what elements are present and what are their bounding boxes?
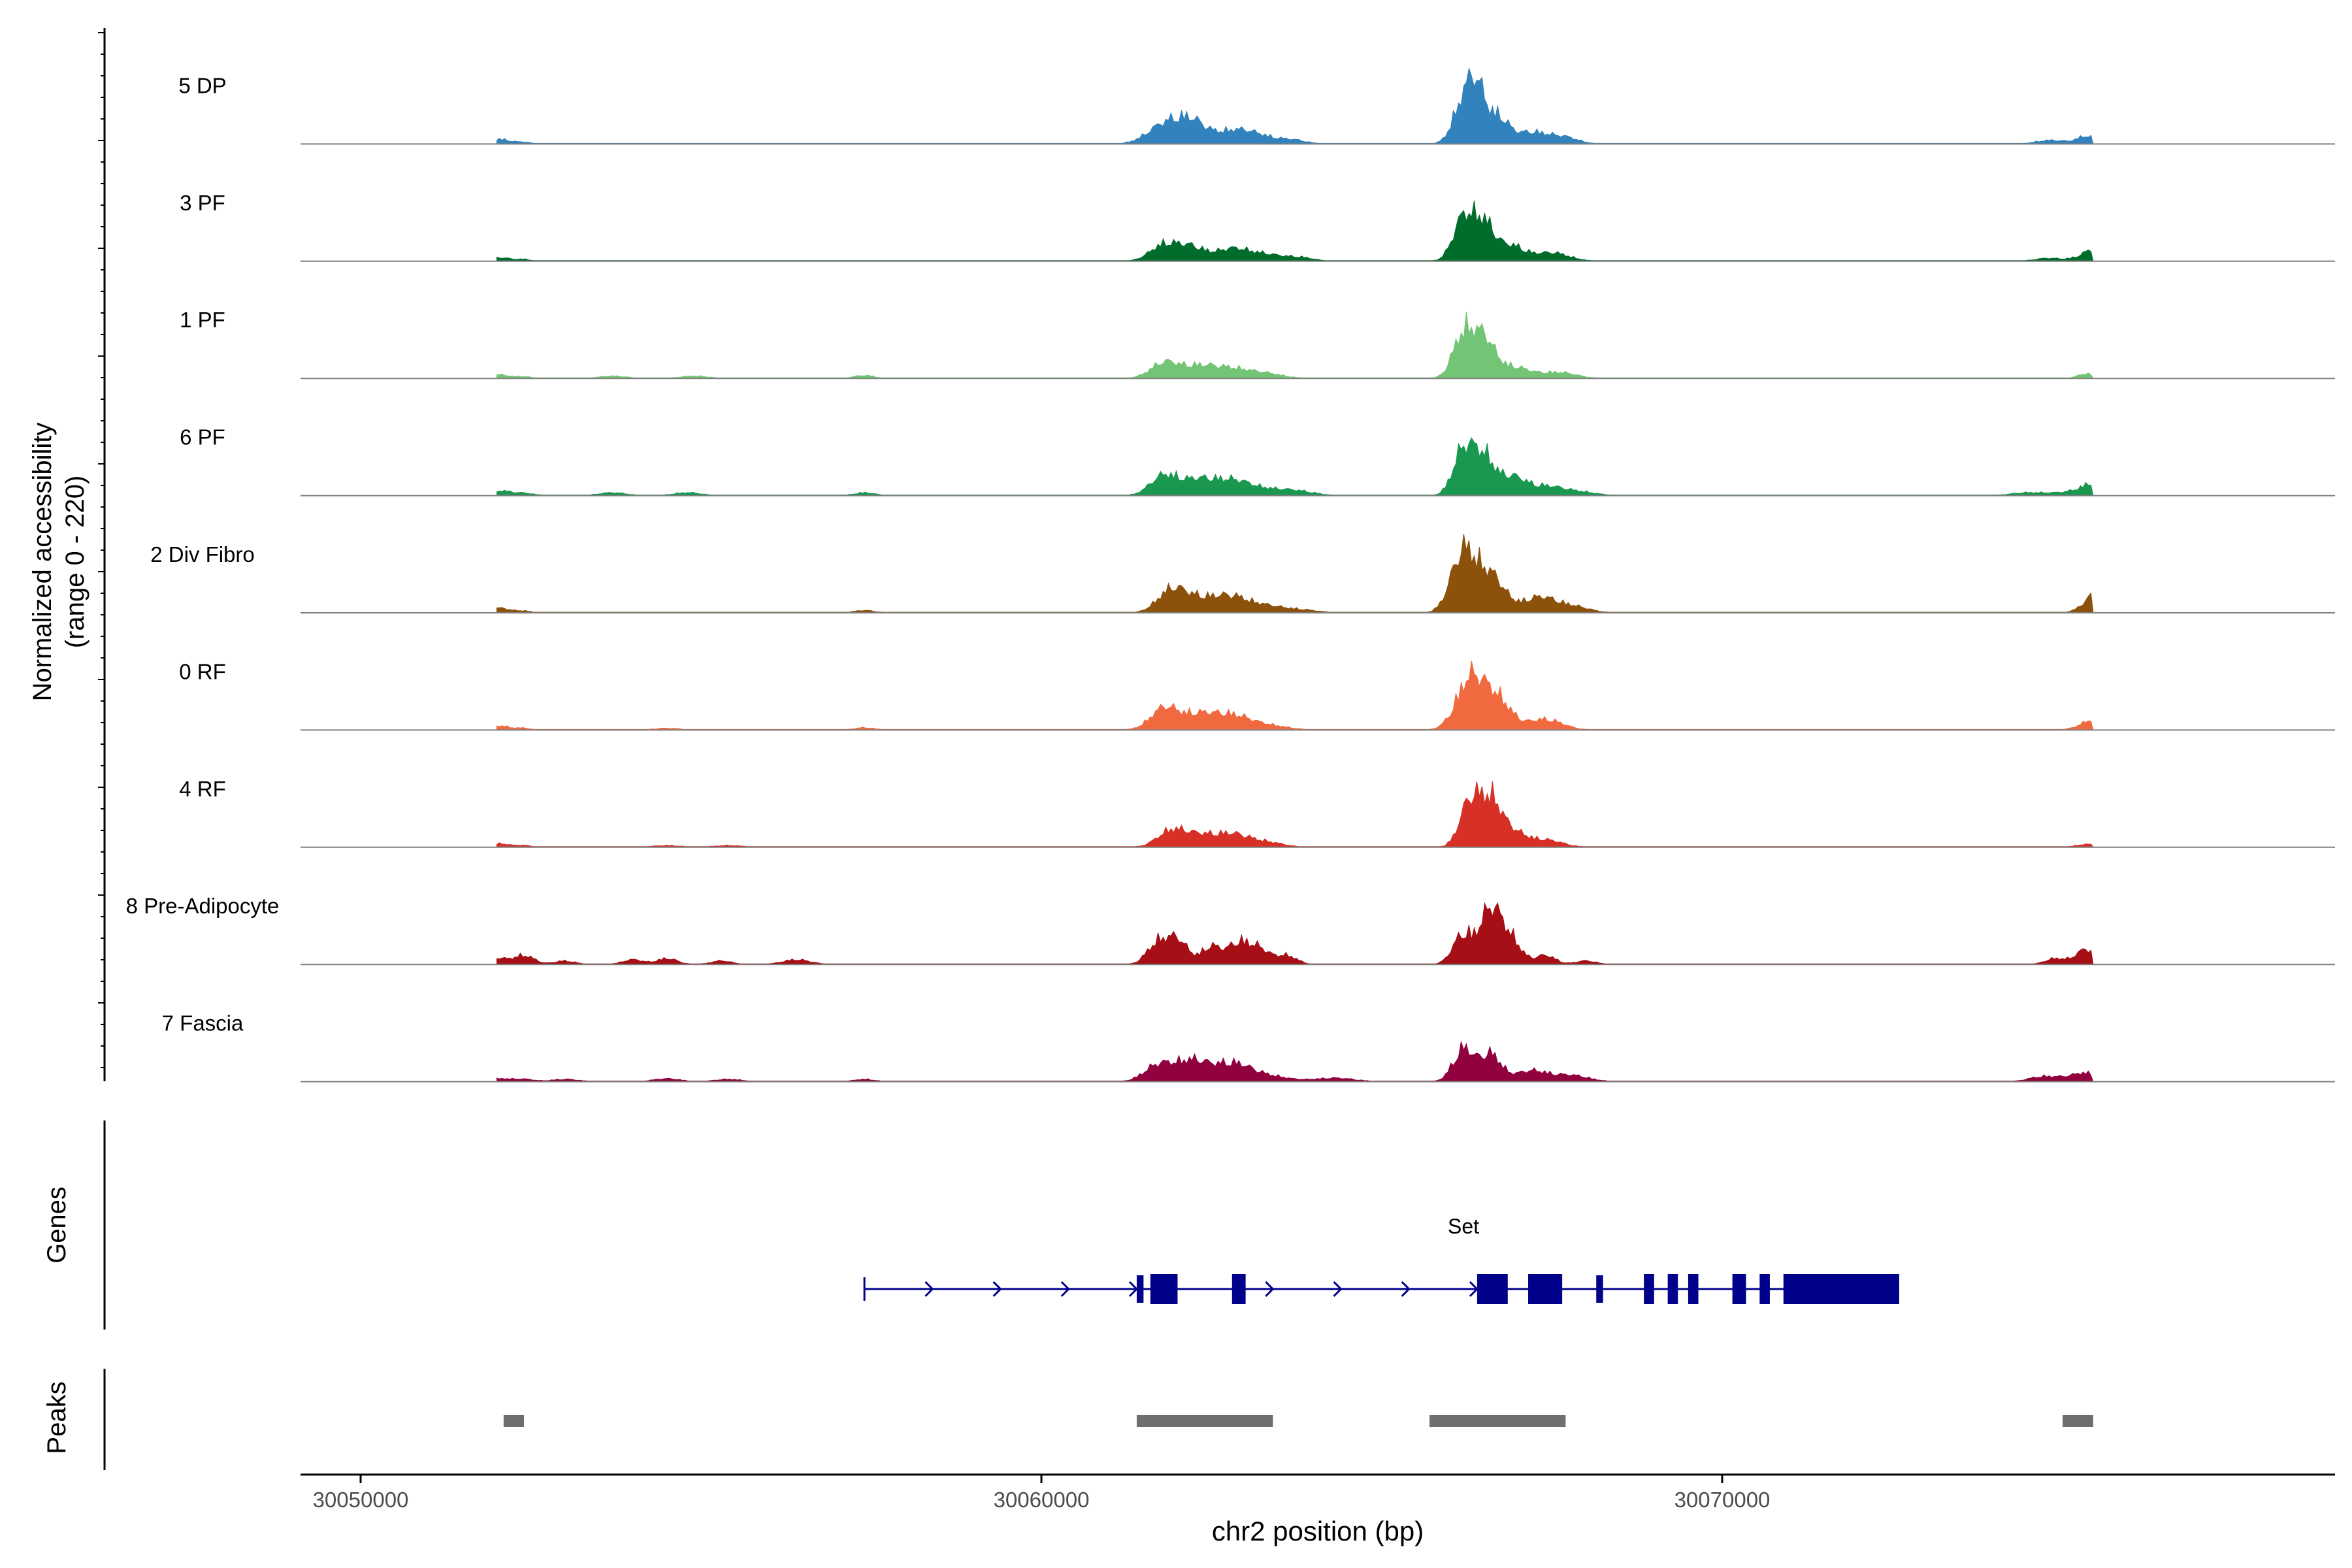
coverage-area — [496, 68, 2094, 144]
track-8-pre-adipocyte: 8 Pre-Adipocyte — [126, 894, 2335, 966]
track-label: 0 RF — [179, 659, 226, 683]
track-5-dp: 5 DP — [178, 68, 2335, 145]
coverage-area — [496, 312, 2094, 379]
strand-arrow — [992, 1281, 1002, 1298]
strand-arrow — [1060, 1281, 1070, 1298]
coverage-area — [496, 437, 2094, 497]
peak-bar — [1136, 1415, 1273, 1427]
track-7-fascia: 7 Fascia — [162, 1011, 2335, 1083]
track-label: 6 PF — [180, 425, 225, 449]
strand-arrow — [924, 1281, 934, 1298]
track-4-rf: 4 RF — [179, 777, 2335, 848]
track-1-pf: 1 PF — [180, 308, 2335, 380]
coverage-area — [496, 201, 2094, 262]
track-label: 1 PF — [180, 308, 225, 332]
peak-bar — [503, 1415, 525, 1427]
peak-track — [503, 1415, 2093, 1427]
peak-bar — [2063, 1415, 2093, 1427]
coverage-area — [496, 534, 2094, 613]
gene-name-label: Set — [1448, 1215, 1479, 1238]
exon — [1783, 1274, 1899, 1304]
strand-arrow — [1401, 1281, 1411, 1298]
track-0-rf: 0 RF — [179, 659, 2335, 731]
coverage-area — [496, 781, 2094, 848]
track-label: 7 Fascia — [162, 1011, 244, 1036]
exon — [1136, 1275, 1144, 1303]
strand-arrow — [1265, 1281, 1275, 1298]
exon — [1688, 1274, 1699, 1304]
track-2-div-fibro: 2 Div Fibro — [150, 534, 2335, 613]
coverage-area — [496, 902, 2094, 965]
exon — [1667, 1274, 1678, 1304]
strand-arrow — [1333, 1281, 1343, 1298]
exon — [1477, 1274, 1508, 1304]
y-axis-label: Normalized accessibility — [28, 423, 57, 702]
track-label: 8 Pre-Adipocyte — [126, 894, 280, 918]
x-axis-ticks: 30050000 30060000 30070000 — [313, 1475, 1771, 1512]
genes-track-label: Genes — [42, 1186, 71, 1264]
x-tick-label: 30060000 — [994, 1488, 1090, 1512]
exon — [1232, 1274, 1246, 1304]
track-label: 3 PF — [180, 191, 225, 215]
exon — [1528, 1274, 1563, 1304]
exon — [1596, 1275, 1603, 1303]
coverage-tracks: 5 DP 3 PF 1 PF 6 PF 2 Div Fibro 0 RF 4 RF 8 Pre… — [126, 68, 2335, 1083]
coverage-y-ticks — [98, 32, 105, 1068]
peak-bar — [1429, 1415, 1566, 1427]
peaks-track-label: Peaks — [42, 1381, 71, 1454]
x-axis-label: chr2 position (bp) — [1212, 1516, 1424, 1546]
exon — [1150, 1274, 1178, 1304]
exon — [1644, 1274, 1654, 1304]
track-label: 2 Div Fibro — [150, 542, 255, 566]
y-axis-range-label: (range 0 - 220) — [61, 476, 90, 649]
coverage-area — [496, 661, 2094, 730]
track-6-pf: 6 PF — [180, 425, 2335, 497]
track-label: 5 DP — [178, 73, 226, 97]
gene-track: Set — [863, 1215, 1899, 1304]
exon — [1759, 1274, 1770, 1304]
x-tick-label: 30070000 — [1674, 1488, 1771, 1512]
x-tick-label: 30050000 — [313, 1488, 409, 1512]
exon — [1732, 1274, 1746, 1304]
track-3-pf: 3 PF — [180, 191, 2335, 262]
track-label: 4 RF — [179, 777, 226, 801]
coverage-area — [496, 1041, 2094, 1083]
